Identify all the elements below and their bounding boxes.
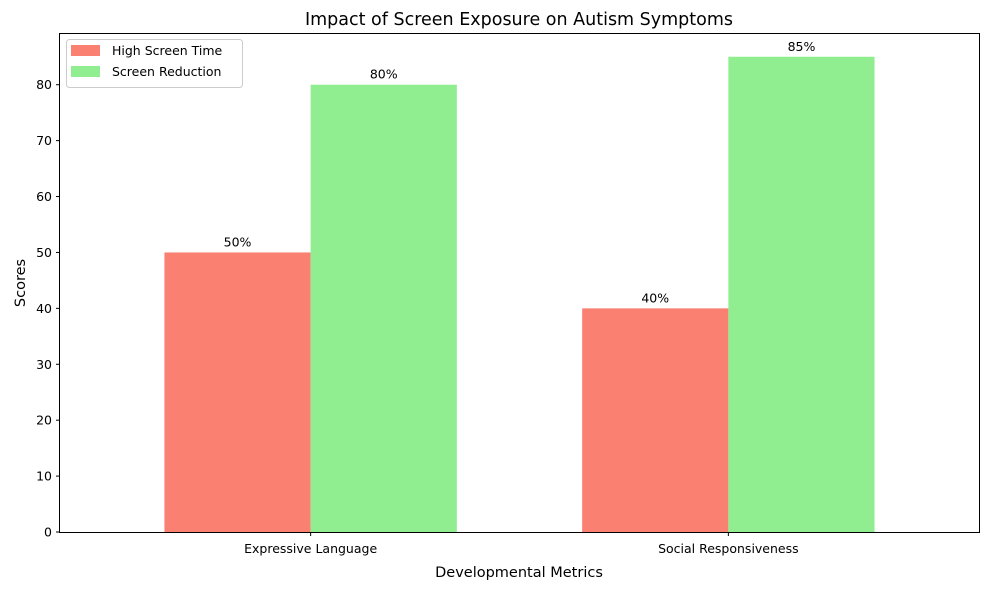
y-axis-label: Scores [13, 259, 29, 307]
legend-swatch [71, 66, 100, 77]
plot-frame [59, 33, 980, 533]
bar-high-screen-time-0 [164, 252, 311, 532]
bar-value-label: 50% [224, 234, 252, 249]
bar-high-screen-time-1 [582, 308, 729, 532]
legend-swatch [71, 45, 100, 56]
bar-screen-reduction-1 [728, 56, 875, 533]
legend-label: Screen Reduction [112, 64, 221, 79]
bar-value-label: 80% [370, 67, 398, 82]
y-tick-label: 10 [36, 469, 52, 484]
bars-layer [164, 56, 875, 533]
x-axis-label: Developmental Metrics [435, 565, 603, 581]
y-tick-label: 50 [36, 245, 52, 260]
y-axis: 0 10 20 30 40 50 60 70 80 [36, 77, 60, 540]
bar-value-label: 85% [788, 39, 816, 54]
y-tick-label: 30 [36, 357, 52, 372]
bar-value-label: 40% [641, 290, 669, 305]
y-tick-label: 0 [44, 525, 52, 540]
bar-screen-reduction-0 [310, 84, 457, 532]
y-tick-label: 80 [36, 77, 52, 92]
legend-box [66, 39, 243, 88]
chart-title: Impact of Screen Exposure on Autism Symp… [305, 10, 733, 30]
y-tick-label: 40 [36, 301, 52, 316]
x-axis: Expressive Language Social Responsiveness [244, 532, 799, 556]
data-labels-layer: 50% 40% 80% 85% [224, 39, 816, 306]
x-tick-label: Social Responsiveness [658, 541, 799, 556]
x-tick-label: Expressive Language [244, 541, 377, 556]
y-tick-label: 70 [36, 133, 52, 148]
y-tick-label: 60 [36, 189, 52, 204]
y-tick-label: 20 [36, 413, 52, 428]
legend-label: High Screen Time [112, 43, 223, 58]
legend: High Screen Time Screen Reduction [66, 39, 243, 88]
